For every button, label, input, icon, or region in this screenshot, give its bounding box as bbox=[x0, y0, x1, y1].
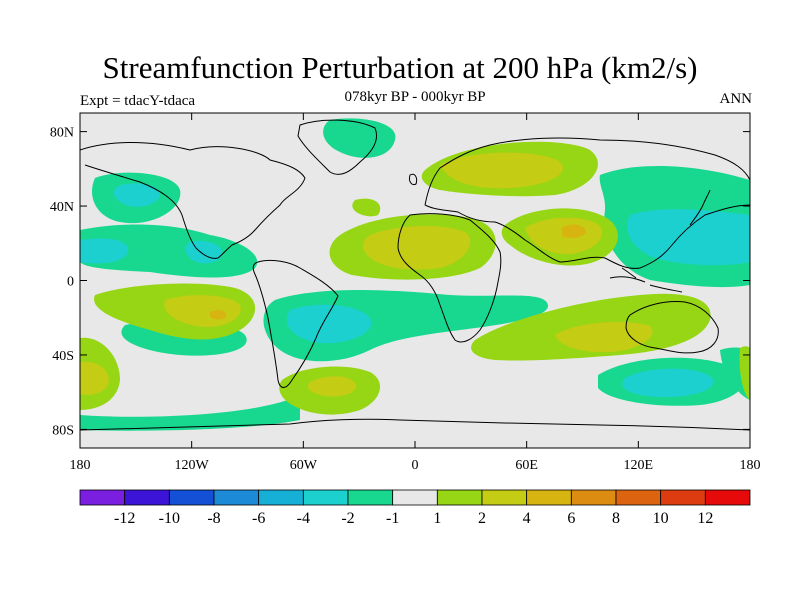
colorbar-swatch bbox=[526, 489, 572, 506]
contour-region bbox=[80, 395, 300, 431]
lon-tick-label: 60W bbox=[290, 458, 318, 473]
coastline-australia bbox=[625, 301, 719, 354]
colorbar-label: 10 bbox=[653, 510, 669, 527]
coastline-africa bbox=[397, 213, 502, 343]
contour-field bbox=[80, 118, 750, 431]
contour-region bbox=[440, 152, 563, 189]
lon-tick-label: 180 bbox=[70, 458, 91, 473]
colorbar-swatch bbox=[213, 489, 260, 506]
colorbar-swatch bbox=[436, 489, 483, 506]
colorbar-label: 1 bbox=[433, 510, 441, 527]
colorbar-label: -1 bbox=[386, 510, 399, 527]
coastline-japan bbox=[689, 189, 711, 226]
colorbar-label: 6 bbox=[567, 510, 575, 527]
contour-region bbox=[555, 321, 653, 353]
lon-tick-label: 120W bbox=[175, 458, 210, 473]
coastline-south-america bbox=[252, 259, 339, 388]
latitude-axis: 80N 40N 0 40S 80S bbox=[50, 126, 750, 438]
lon-tick-label: 0 bbox=[412, 458, 419, 473]
plot-title: Streamfunction Perturbation at 200 hPa (… bbox=[102, 50, 698, 85]
experiment-label: Expt = tdacY-tdaca bbox=[80, 93, 196, 109]
lon-tick-label: 60E bbox=[515, 458, 538, 473]
longitude-axis: 180 120W 60W 0 60E 120E 180 bbox=[70, 113, 761, 473]
coastline-antarctica bbox=[80, 418, 750, 431]
coastlines bbox=[80, 119, 750, 431]
colorbar-label: -12 bbox=[114, 510, 135, 527]
lat-tick-label: 80S bbox=[52, 423, 74, 438]
colorbar-label: -4 bbox=[297, 510, 310, 527]
colorbar-label: -10 bbox=[159, 510, 180, 527]
lat-tick-label: 40N bbox=[50, 200, 74, 215]
coastline-eurasia bbox=[424, 137, 750, 269]
contour-region bbox=[323, 118, 396, 158]
colorbar-swatch bbox=[347, 489, 394, 506]
colorbar-swatch bbox=[481, 489, 528, 506]
colorbar-swatch bbox=[704, 489, 751, 506]
coastline-greenland bbox=[297, 119, 377, 175]
contour-region bbox=[80, 361, 109, 395]
colorbar-label: 4 bbox=[523, 510, 531, 527]
coastline-north-america bbox=[80, 142, 306, 259]
colorbar-swatch bbox=[258, 489, 304, 506]
colorbar-swatch bbox=[168, 489, 215, 506]
contour-region bbox=[622, 368, 714, 398]
colorbar-label: 2 bbox=[478, 510, 486, 527]
contour-region bbox=[739, 346, 750, 400]
contour-region bbox=[362, 225, 471, 270]
colorbar-swatch bbox=[615, 489, 662, 506]
contour-region bbox=[113, 183, 160, 207]
contour-region bbox=[80, 238, 129, 264]
colorbar-swatch bbox=[660, 489, 706, 506]
contour-region bbox=[210, 310, 227, 320]
lon-tick-label: 180 bbox=[740, 458, 761, 473]
colorbar-swatch bbox=[124, 489, 170, 506]
colorbar-swatch bbox=[79, 489, 126, 506]
colorbar-swatch bbox=[570, 489, 617, 506]
colorbar-swatch bbox=[392, 489, 438, 506]
colorbar-label: 12 bbox=[697, 510, 713, 527]
coastline-indonesia bbox=[609, 267, 683, 293]
contour-region bbox=[307, 376, 357, 397]
contour-region bbox=[627, 209, 750, 266]
contour-region bbox=[352, 198, 381, 217]
contour-region bbox=[562, 224, 586, 239]
colorbar-label: -8 bbox=[207, 510, 220, 527]
lon-tick-label: 120E bbox=[624, 458, 654, 473]
colorbar-label: -6 bbox=[252, 510, 265, 527]
plot-subtitle: 078kyr BP - 000kyr BP bbox=[344, 89, 486, 105]
season-label: ANN bbox=[719, 91, 753, 107]
contour-region bbox=[286, 304, 372, 344]
colorbar: -12 -10 -8 -6 -4 -2 -1 1 2 4 6 8 10 12 bbox=[79, 489, 751, 527]
coastline-british-isles bbox=[409, 173, 418, 185]
colorbar-label: -2 bbox=[341, 510, 354, 527]
colorbar-label: 8 bbox=[612, 510, 620, 527]
colorbar-swatch bbox=[302, 489, 349, 506]
contour-region bbox=[80, 224, 258, 278]
lat-tick-label: 40S bbox=[52, 349, 74, 364]
lat-tick-label: 0 bbox=[67, 275, 74, 290]
lat-tick-label: 80N bbox=[50, 126, 74, 141]
